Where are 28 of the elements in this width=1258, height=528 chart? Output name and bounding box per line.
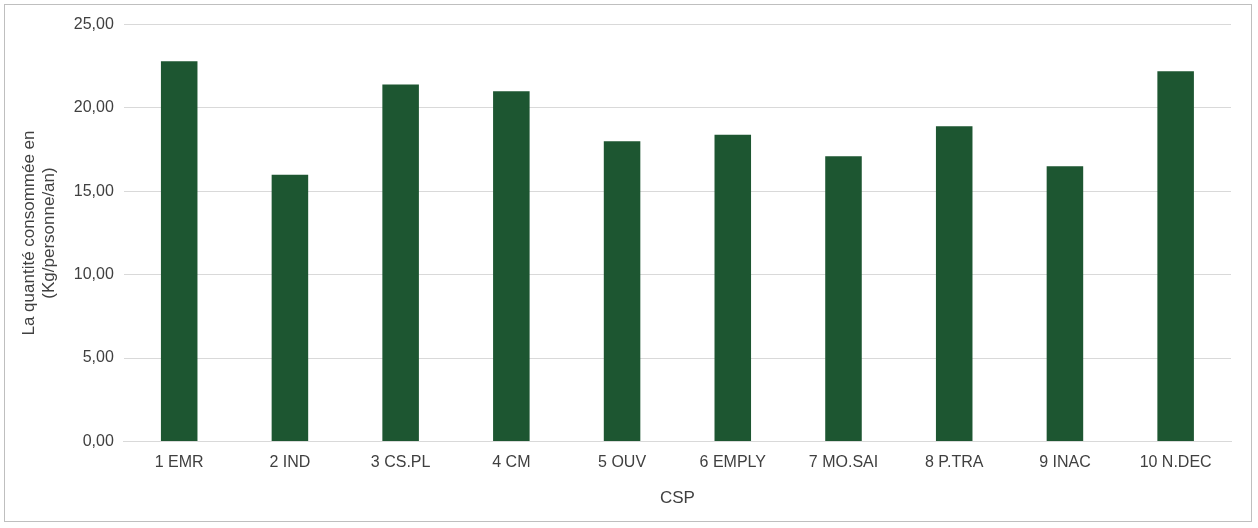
x-tick-label: 2 IND: [269, 453, 311, 471]
bar: [935, 126, 973, 441]
y-tick-label: 5,00: [82, 348, 114, 366]
x-tick-label: 3 CS.PL: [370, 453, 431, 471]
y-axis-title: La quantité consommée en (Kg/personne/an): [18, 130, 59, 336]
y-tick-label: 25,00: [73, 15, 114, 33]
y-tick-label: 10,00: [73, 265, 114, 283]
bar: [714, 134, 752, 441]
y-tick-label: 20,00: [73, 98, 114, 116]
x-tick-label: 1 EMR: [154, 453, 204, 471]
bar: [160, 61, 198, 441]
x-tick-label: 4 CM: [492, 453, 531, 471]
bar: [825, 156, 862, 441]
bar: [1157, 71, 1194, 441]
bar: [603, 141, 641, 441]
x-tick-label: 10 N.DEC: [1139, 453, 1212, 471]
x-tick-label: 9 INAC: [1039, 453, 1091, 471]
y-tick-label: 0,00: [82, 431, 114, 449]
bar: [493, 91, 530, 441]
x-tick-label: 5 OUV: [598, 453, 647, 471]
x-axis-title: CSP: [659, 488, 695, 508]
bar: [271, 174, 309, 441]
y-tick-label: 15,00: [73, 181, 114, 199]
x-tick-label: 8 P.TRA: [925, 453, 984, 471]
x-tick-label: 6 EMPLY: [699, 453, 767, 471]
bar: [382, 84, 419, 441]
bar: [1046, 166, 1084, 441]
x-tick-label: 7 MO.SAI: [808, 453, 879, 471]
